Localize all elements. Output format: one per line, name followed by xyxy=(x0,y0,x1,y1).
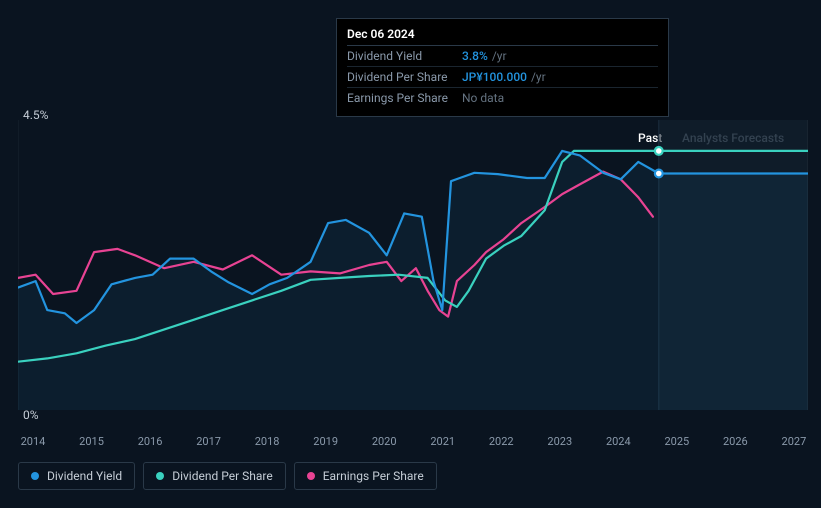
legend-label: Earnings Per Share xyxy=(323,469,424,483)
tooltip-date: Dec 06 2024 xyxy=(347,27,658,46)
x-tick: 2015 xyxy=(77,435,107,448)
x-tick: 2014 xyxy=(18,435,48,448)
x-tick: 2027 xyxy=(779,435,809,448)
x-axis: 2014 2015 2016 2017 2018 2019 2020 2021 2022 2023… xyxy=(18,435,809,448)
tooltip-row: Earnings Per ShareNo data xyxy=(347,88,658,108)
x-tick: 2024 xyxy=(603,435,633,448)
y-axis-min-label: 0% xyxy=(23,408,39,422)
tooltip-row-unit: /yr xyxy=(531,70,546,84)
legend-label: Dividend Per Share xyxy=(172,469,273,483)
x-tick: 2026 xyxy=(720,435,750,448)
x-tick: 2018 xyxy=(252,435,282,448)
x-tick: 2022 xyxy=(486,435,516,448)
legend: Dividend Yield Dividend Per Share Earnings… xyxy=(18,462,437,490)
x-tick: 2019 xyxy=(311,435,341,448)
tooltip-row: Dividend Yield3.8% /yr xyxy=(347,46,658,67)
tooltip: Dec 06 2024 Dividend Yield3.8%/yrDividen… xyxy=(336,18,669,117)
x-tick: 2020 xyxy=(369,435,399,448)
chart-svg xyxy=(18,120,808,410)
tooltip-row-value: 3.8% xyxy=(462,49,488,63)
tooltip-row-nodata: No data xyxy=(462,91,504,105)
tooltip-row: Dividend Per ShareJP¥100.000/yr xyxy=(347,67,658,88)
x-tick: 2025 xyxy=(662,435,692,448)
legend-item[interactable]: Earnings Per Share xyxy=(294,462,437,490)
legend-item[interactable]: Dividend Per Share xyxy=(143,462,286,490)
chart-plot-area xyxy=(18,120,808,410)
tooltip-row-label: Earnings Per Share xyxy=(347,91,462,105)
legend-label: Dividend Yield xyxy=(47,469,122,483)
x-tick: 2017 xyxy=(194,435,224,448)
tooltip-row-label: Dividend Yield xyxy=(347,49,462,63)
legend-dot-icon xyxy=(31,472,39,480)
x-tick: 2021 xyxy=(428,435,458,448)
x-tick: 2023 xyxy=(545,435,575,448)
tooltip-row-value: JP¥100.000 xyxy=(462,70,527,84)
legend-dot-icon xyxy=(307,472,315,480)
legend-item[interactable]: Dividend Yield xyxy=(18,462,135,490)
tooltip-row-label: Dividend Per Share xyxy=(347,70,462,84)
x-tick: 2016 xyxy=(135,435,165,448)
legend-dot-icon xyxy=(156,472,164,480)
tooltip-row-unit: /yr xyxy=(492,49,507,63)
